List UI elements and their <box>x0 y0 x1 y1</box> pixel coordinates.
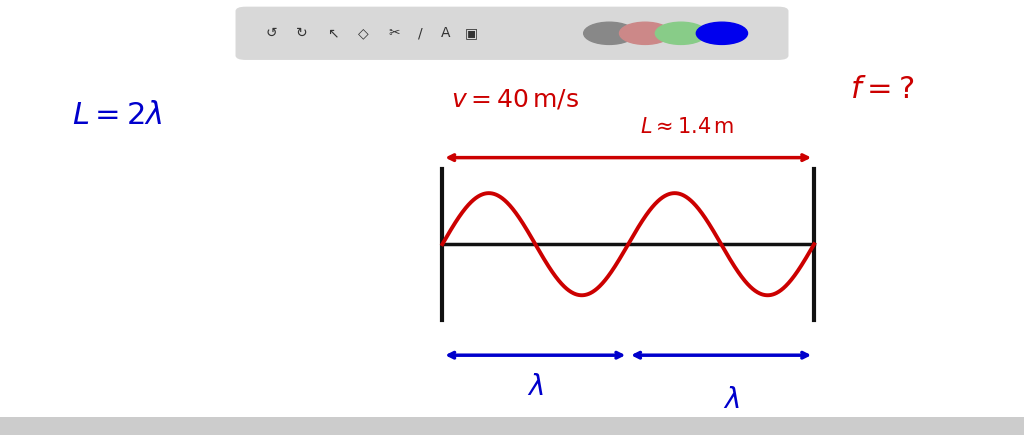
Text: ↻: ↻ <box>296 26 308 40</box>
Text: ✂: ✂ <box>388 26 400 40</box>
Text: $L \approx 1.4\,\mathrm{m}$: $L \approx 1.4\,\mathrm{m}$ <box>640 117 734 137</box>
Circle shape <box>620 22 671 44</box>
Text: $f = ?$: $f = ?$ <box>850 75 914 104</box>
Text: $\lambda$: $\lambda$ <box>723 386 739 415</box>
Text: $L = 2\lambda$: $L = 2\lambda$ <box>72 101 163 131</box>
Text: /: / <box>418 26 422 40</box>
Text: A: A <box>440 26 451 40</box>
FancyBboxPatch shape <box>236 7 788 60</box>
Text: ↺: ↺ <box>265 26 278 40</box>
Circle shape <box>696 22 748 44</box>
Text: $\lambda$: $\lambda$ <box>527 373 544 401</box>
Bar <box>0 417 1024 435</box>
Text: $v = 40\,\mathrm{m/s}$: $v = 40\,\mathrm{m/s}$ <box>451 87 579 111</box>
Text: ▣: ▣ <box>465 26 477 40</box>
Text: ↖: ↖ <box>327 26 339 40</box>
Text: ◇: ◇ <box>358 26 369 40</box>
Circle shape <box>655 22 707 44</box>
Circle shape <box>584 22 635 44</box>
